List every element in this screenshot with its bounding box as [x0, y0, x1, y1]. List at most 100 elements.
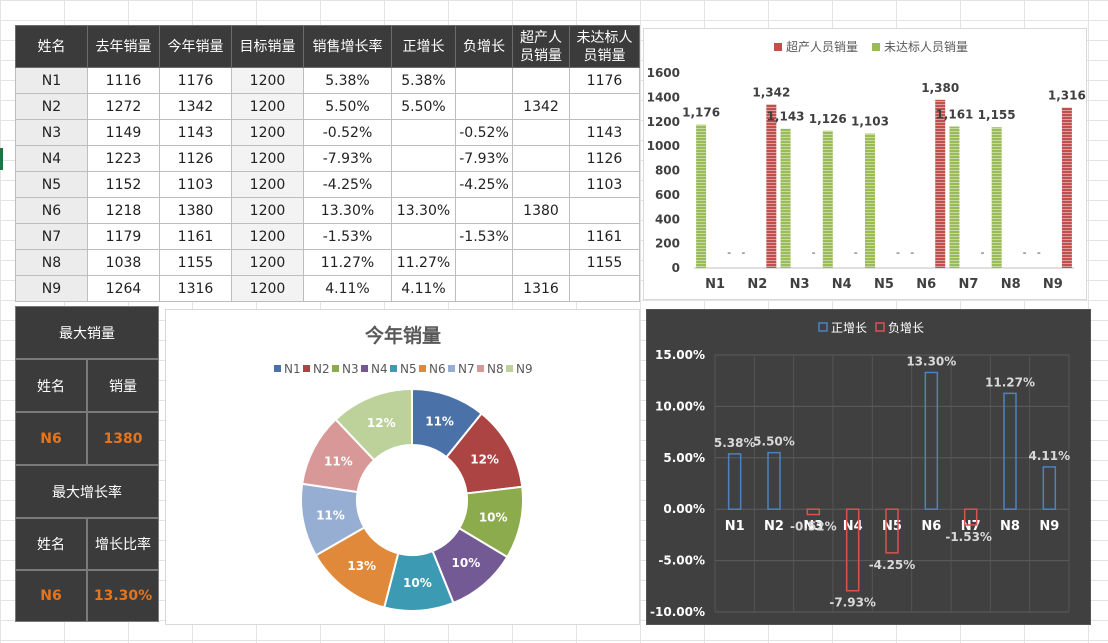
cell-this-year[interactable]: 1316 [159, 275, 232, 302]
growth-bar-N5[interactable] [885, 508, 899, 554]
cell-under-target[interactable]: 1176 [569, 67, 640, 94]
cell-name[interactable]: N3 [15, 119, 88, 146]
cell-name[interactable]: N5 [15, 171, 88, 198]
cell-target[interactable]: 1200 [231, 145, 304, 172]
max-growth-name[interactable]: N6 [15, 570, 87, 622]
max-growth-title[interactable]: 最大增长率 [15, 465, 159, 518]
growth-bar-N7[interactable] [963, 508, 978, 526]
bar-N9-0[interactable] [1061, 107, 1072, 268]
growth-bar-N8[interactable] [1003, 392, 1017, 510]
cell-growth-rate[interactable]: 11.27% [303, 249, 392, 276]
growth-bar-N1[interactable] [727, 453, 742, 510]
max-sales-name[interactable]: N6 [15, 412, 87, 465]
cell-last-year[interactable]: 1116 [87, 67, 160, 94]
cell-this-year[interactable]: 1103 [159, 171, 232, 198]
cell-under-target[interactable] [569, 93, 640, 120]
cell-under-target[interactable]: 1155 [569, 249, 640, 276]
header-last-year[interactable]: 去年销量 [87, 25, 160, 68]
cell-negative[interactable] [455, 275, 513, 302]
cell-name[interactable]: N4 [15, 145, 88, 172]
cell-this-year[interactable]: 1176 [159, 67, 232, 94]
header-target[interactable]: 目标销量 [231, 25, 304, 68]
cell-over-quota[interactable]: 1380 [512, 197, 570, 224]
cell-name[interactable]: N9 [15, 275, 88, 302]
cell-this-year[interactable]: 1155 [159, 249, 232, 276]
cell-name[interactable]: N2 [15, 93, 88, 120]
cell-negative[interactable] [455, 67, 513, 94]
cell-under-target[interactable]: 1143 [569, 119, 640, 146]
cell-last-year[interactable]: 1152 [87, 171, 160, 198]
growth-bar-N6[interactable] [924, 371, 939, 510]
cell-name[interactable]: N8 [15, 249, 88, 276]
cell-over-quota[interactable]: 1342 [512, 93, 570, 120]
max-sales-name-label[interactable]: 姓名 [15, 359, 87, 412]
growth-bar-N3[interactable] [806, 508, 821, 516]
cell-under-target[interactable]: 1161 [569, 223, 640, 250]
header-name[interactable]: 姓名 [15, 25, 88, 68]
cell-growth-rate[interactable]: -1.53% [303, 223, 392, 250]
cell-this-year[interactable]: 1380 [159, 197, 232, 224]
cell-positive[interactable]: 13.30% [391, 197, 456, 224]
bar-N1-1[interactable] [696, 124, 707, 268]
bar-N4-1[interactable] [822, 130, 833, 268]
cell-growth-rate[interactable]: -4.25% [303, 171, 392, 198]
cell-growth-rate[interactable]: 5.38% [303, 67, 392, 94]
bar-chart-legend[interactable]: 超产人员销量 未达标人员销量 [774, 39, 968, 54]
header-positive[interactable]: 正增长 [391, 25, 456, 68]
cell-target[interactable]: 1200 [231, 171, 304, 198]
sales-donut-chart[interactable]: 今年销量 N1 N2 N3 N4 N5 N6 N7 N8 N9 11% 12% 10% 10% 10% 13%… [165, 309, 640, 625]
cell-over-quota[interactable] [512, 171, 570, 198]
cell-this-year[interactable]: 1161 [159, 223, 232, 250]
bar-N2-0[interactable] [766, 104, 777, 268]
cell-target[interactable]: 1200 [231, 249, 304, 276]
donut-legend[interactable]: N1 N2 N3 N4 N5 N6 N7 N8 N9 [274, 362, 533, 376]
cell-target[interactable]: 1200 [231, 197, 304, 224]
cell-negative[interactable] [455, 93, 513, 120]
cell-under-target[interactable] [569, 197, 640, 224]
cell-this-year[interactable]: 1126 [159, 145, 232, 172]
max-growth-value[interactable]: 13.30% [87, 570, 159, 622]
cell-last-year[interactable]: 1179 [87, 223, 160, 250]
bar-N6-0[interactable] [935, 99, 946, 268]
cell-name[interactable]: N7 [15, 223, 88, 250]
header-growth-rate[interactable]: 销售增长率 [303, 25, 392, 68]
growth-bar-N2[interactable] [767, 451, 781, 510]
cell-negative[interactable]: -1.53% [455, 223, 513, 250]
cell-over-quota[interactable] [512, 249, 570, 276]
cell-target[interactable]: 1200 [231, 119, 304, 146]
cell-under-target[interactable] [569, 275, 640, 302]
cell-this-year[interactable]: 1143 [159, 119, 232, 146]
max-growth-ratio-label[interactable]: 增长比率 [87, 518, 159, 570]
cell-under-target[interactable]: 1126 [569, 145, 640, 172]
cell-positive[interactable] [391, 223, 456, 250]
bar-N8-1[interactable] [991, 127, 1002, 268]
cell-positive[interactable] [391, 119, 456, 146]
cell-over-quota[interactable] [512, 223, 570, 250]
cell-over-quota[interactable] [512, 145, 570, 172]
max-growth-name-label[interactable]: 姓名 [15, 518, 87, 570]
bar-N7-1[interactable] [949, 126, 960, 268]
growth-bar-N4[interactable] [845, 508, 860, 592]
cell-negative[interactable]: -7.93% [455, 145, 513, 172]
cell-target[interactable]: 1200 [231, 93, 304, 120]
donut-slice-N9[interactable] [334, 387, 413, 462]
growth-bar-chart[interactable]: 正增长 负增长 15.00% 10.00% 5.00% 0.00% -5.00% -10.00… [646, 309, 1091, 625]
cell-over-quota[interactable] [512, 119, 570, 146]
max-sales-title[interactable]: 最大销量 [15, 306, 159, 359]
cell-last-year[interactable]: 1272 [87, 93, 160, 120]
cell-positive[interactable]: 5.38% [391, 67, 456, 94]
cell-last-year[interactable]: 1038 [87, 249, 160, 276]
cell-last-year[interactable]: 1223 [87, 145, 160, 172]
cell-negative[interactable] [455, 249, 513, 276]
cell-growth-rate[interactable]: -7.93% [303, 145, 392, 172]
cell-growth-rate[interactable]: 5.50% [303, 93, 392, 120]
cell-last-year[interactable]: 1218 [87, 197, 160, 224]
cell-under-target[interactable]: 1103 [569, 171, 640, 198]
cell-positive[interactable]: 11.27% [391, 249, 456, 276]
cell-name[interactable]: N1 [15, 67, 88, 94]
cell-growth-rate[interactable]: -0.52% [303, 119, 392, 146]
bar-N3-1[interactable] [780, 128, 791, 268]
cell-over-quota[interactable] [512, 67, 570, 94]
cell-growth-rate[interactable]: 4.11% [303, 275, 392, 302]
cell-target[interactable]: 1200 [231, 223, 304, 250]
